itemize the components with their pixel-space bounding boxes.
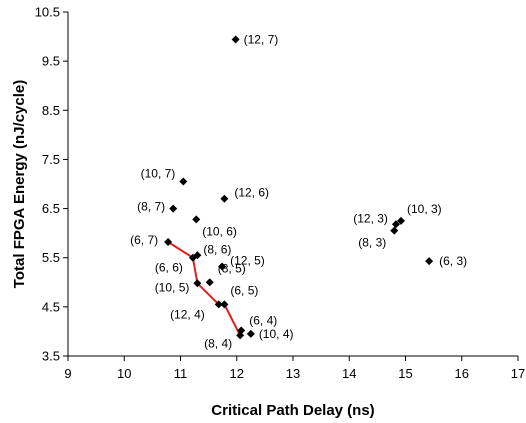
data-point-label: (10, 5) bbox=[155, 280, 190, 294]
y-tick-label: 3.5 bbox=[42, 349, 60, 364]
x-tick-label: 15 bbox=[398, 366, 412, 381]
data-point-label: (12, 6) bbox=[234, 186, 269, 200]
data-point-marker bbox=[193, 279, 202, 288]
data-point-marker bbox=[214, 300, 223, 309]
data-point-marker bbox=[205, 278, 214, 287]
data-point-label: (10, 4) bbox=[259, 327, 294, 341]
x-tick-label: 16 bbox=[455, 366, 469, 381]
data-point-label: (8, 3) bbox=[358, 236, 386, 250]
data-point-label: (12, 4) bbox=[170, 307, 205, 321]
data-point-marker bbox=[220, 194, 229, 203]
x-axis-title: Critical Path Delay (ns) bbox=[211, 402, 374, 419]
data-point-label: (6, 4) bbox=[249, 313, 277, 327]
data-point-marker bbox=[188, 253, 197, 262]
data-point-label: (12, 3) bbox=[353, 211, 388, 225]
data-point-marker bbox=[179, 177, 188, 186]
data-point-marker bbox=[425, 257, 434, 266]
x-tick-label: 11 bbox=[174, 366, 188, 381]
y-tick-label: 5.5 bbox=[42, 250, 60, 265]
data-point-marker bbox=[246, 329, 255, 338]
y-tick-label: 8.5 bbox=[42, 103, 60, 118]
data-point-label: (8, 5) bbox=[218, 261, 246, 275]
data-point-marker bbox=[220, 300, 229, 309]
data-point-marker bbox=[231, 35, 240, 44]
data-point-label: (6, 7) bbox=[130, 233, 158, 247]
x-tick-label: 17 bbox=[511, 366, 525, 381]
data-point-marker bbox=[390, 226, 399, 235]
point-labels-group: (12, 7) (10, 7) (12, 6) (8, 7) (10, 6) (6, 7)… bbox=[130, 33, 467, 351]
x-tick-label: 10 bbox=[117, 366, 131, 381]
data-point-label: (8, 7) bbox=[137, 200, 165, 214]
data-point-label: (8, 6) bbox=[203, 242, 231, 256]
data-point-marker bbox=[218, 262, 227, 271]
x-tick-label: 13 bbox=[286, 366, 300, 381]
x-tick-label: 9 bbox=[64, 366, 71, 381]
x-tick-label: 12 bbox=[230, 366, 244, 381]
x-ticks-group: 9 10 11 12 13 14 15 16 17 bbox=[64, 356, 525, 381]
data-point-label: (10, 3) bbox=[407, 202, 442, 216]
data-point-label: (10, 6) bbox=[202, 224, 237, 238]
data-point-label: (6, 6) bbox=[155, 261, 183, 275]
data-point-marker bbox=[169, 204, 178, 213]
data-point-label: (12, 7) bbox=[244, 33, 279, 47]
data-point-label: (6, 3) bbox=[439, 254, 467, 268]
y-axis-title: Total FPGA Energy (nJ/cycle) bbox=[11, 80, 28, 288]
data-point-marker bbox=[397, 216, 405, 225]
y-tick-label: 4.5 bbox=[42, 299, 60, 314]
y-tick-label: 6.5 bbox=[42, 201, 60, 216]
points-group bbox=[164, 35, 434, 340]
y-tick-label: 10.5 bbox=[35, 5, 60, 20]
data-point-marker bbox=[192, 215, 201, 224]
pareto-line-group bbox=[167, 241, 241, 336]
y-tick-label: 7.5 bbox=[42, 152, 60, 167]
data-point-label: (10, 7) bbox=[141, 167, 176, 181]
data-point-marker bbox=[164, 237, 173, 246]
data-point-marker bbox=[391, 220, 400, 229]
y-ticks-group: 3.5 4.5 5.5 6.5 7.5 8.5 9.5 10.5 bbox=[35, 5, 68, 364]
x-tick-label: 14 bbox=[342, 366, 356, 381]
y-tick-label: 9.5 bbox=[42, 54, 60, 69]
data-point-marker bbox=[236, 331, 245, 340]
data-point-label: (6, 5) bbox=[230, 283, 258, 297]
data-point-label: (8, 4) bbox=[204, 336, 232, 350]
pareto-frontier-line bbox=[167, 241, 241, 336]
data-point-label: (12, 5) bbox=[230, 254, 265, 268]
